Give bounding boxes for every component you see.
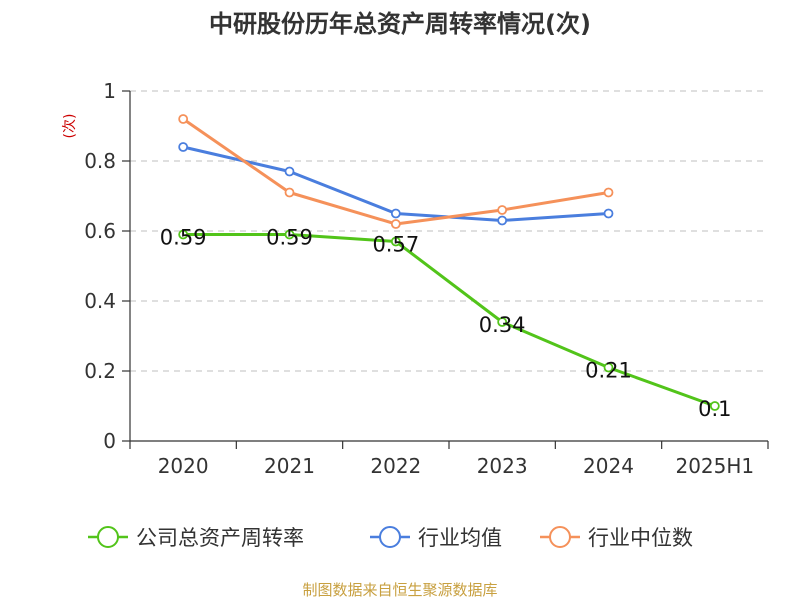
x-tick-label: 2023 — [477, 454, 528, 478]
y-tick-label: 0 — [103, 429, 116, 453]
data-point — [284, 229, 295, 240]
data-point — [178, 142, 189, 152]
x-tick-labels: 2020 2021 2022 2023 2024 2025H1 — [158, 454, 754, 478]
data-point — [284, 187, 295, 198]
y-tick-label: 0.6 — [84, 219, 116, 243]
data-point — [497, 215, 508, 226]
y-tick-label: 1 — [103, 79, 116, 103]
y-axis-label: (次) — [62, 114, 78, 139]
legend-label: 公司总资产周转率 — [136, 526, 304, 550]
y-tick-label: 0.2 — [84, 359, 116, 383]
data-label: 0.59 — [160, 226, 207, 250]
series-line — [183, 233, 716, 408]
legend-label: 行业均值 — [418, 526, 502, 550]
data-label: 0.59 — [266, 226, 313, 250]
data-point — [603, 208, 614, 219]
grid-lines — [130, 90, 768, 372]
data-labels: 0.59 0.59 0.57 0.34 0.21 0.1 — [160, 226, 732, 422]
data-label: 0.57 — [372, 233, 419, 257]
legend-label: 行业中位数 — [588, 526, 693, 550]
x-tick-label: 2020 — [158, 454, 209, 478]
data-point — [284, 166, 295, 177]
source-note: 制图数据来自恒生聚源数据库 — [302, 581, 497, 599]
legend-marker — [549, 526, 571, 548]
x-tick-label: 2025H1 — [675, 454, 754, 478]
data-point — [603, 362, 614, 373]
data-point — [390, 236, 401, 247]
series-line — [182, 117, 609, 226]
data-point — [390, 219, 401, 229]
legend-marker — [97, 526, 119, 548]
chart-title: 中研股份历年总资产周转率情况(次) — [209, 10, 591, 38]
data-point — [390, 208, 401, 219]
x-tick-label: 2021 — [264, 454, 315, 478]
y-tick-label: 0.8 — [84, 149, 116, 173]
data-point — [497, 205, 508, 215]
data-point — [497, 317, 508, 327]
series-group — [178, 114, 720, 411]
y-tick-label: 0.4 — [84, 289, 116, 313]
data-label: 0.21 — [585, 359, 632, 383]
data-point — [178, 114, 189, 124]
data-label: 0.34 — [479, 313, 526, 337]
x-tick-label: 2022 — [370, 454, 421, 478]
x-tick-label: 2024 — [583, 454, 634, 478]
data-label: 0.1 — [698, 397, 731, 421]
y-tick-labels: 0 0.2 0.4 0.6 0.8 1 — [84, 79, 116, 453]
data-point — [603, 187, 614, 198]
data-point — [709, 401, 720, 411]
legend: 公司总资产周转率 行业均值 行业中位数 — [88, 526, 693, 550]
legend-marker — [379, 526, 401, 548]
axes — [122, 90, 769, 449]
data-point — [178, 229, 189, 240]
